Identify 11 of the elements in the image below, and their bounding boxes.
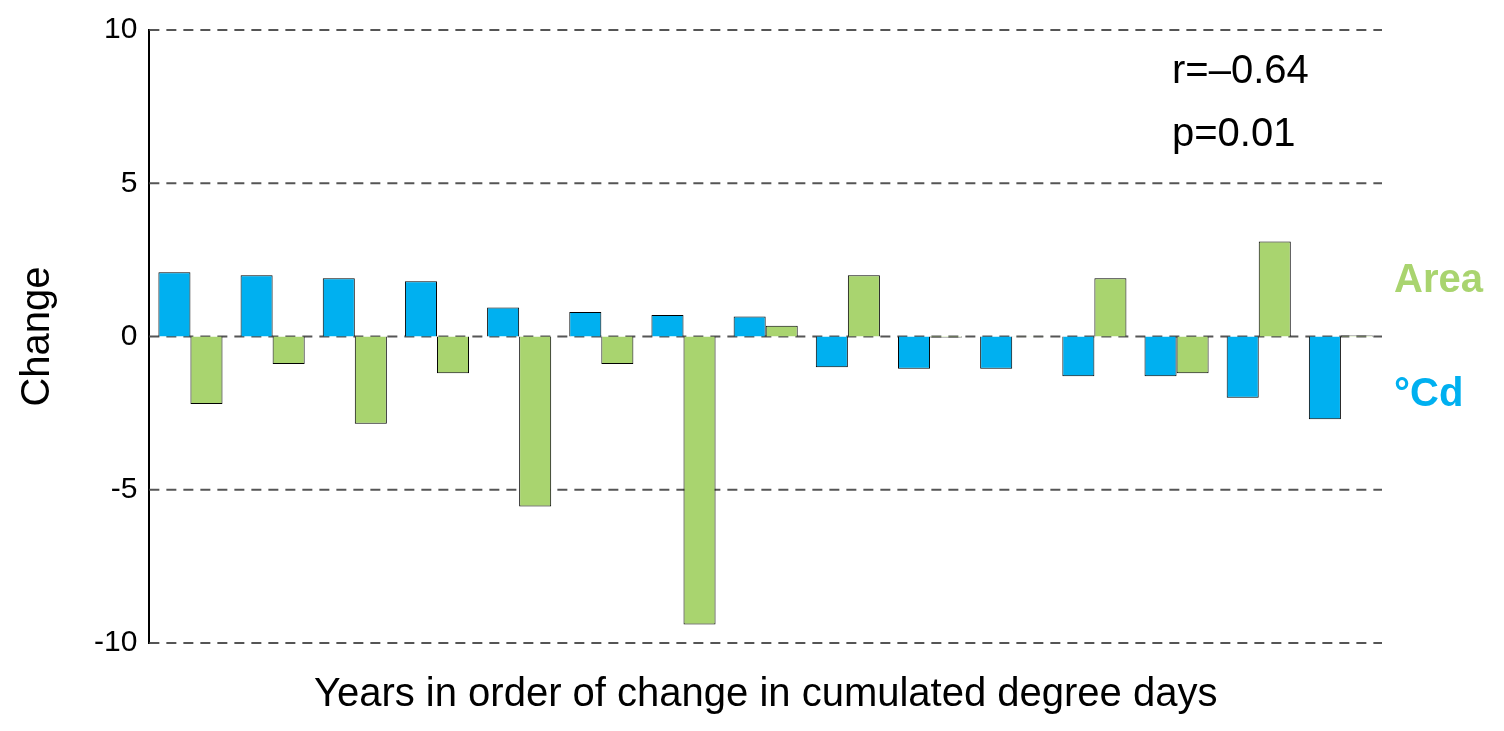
series-label: °Cd xyxy=(1394,369,1464,414)
y-tick-label: -5 xyxy=(110,471,138,505)
series-label: Area xyxy=(1394,255,1484,300)
annotation: p=0.01 xyxy=(1172,110,1296,155)
y-tick-label: 5 xyxy=(120,164,138,198)
y-tick-label: 0 xyxy=(120,317,138,351)
y-axis-title: Change xyxy=(13,266,58,407)
y-tick-label: -10 xyxy=(94,624,138,658)
x-axis-title: Years in order of change in cumulated degree days xyxy=(313,670,1218,715)
annotation: r=–0.64 xyxy=(1172,47,1309,92)
y-tick-label: 10 xyxy=(103,11,138,45)
